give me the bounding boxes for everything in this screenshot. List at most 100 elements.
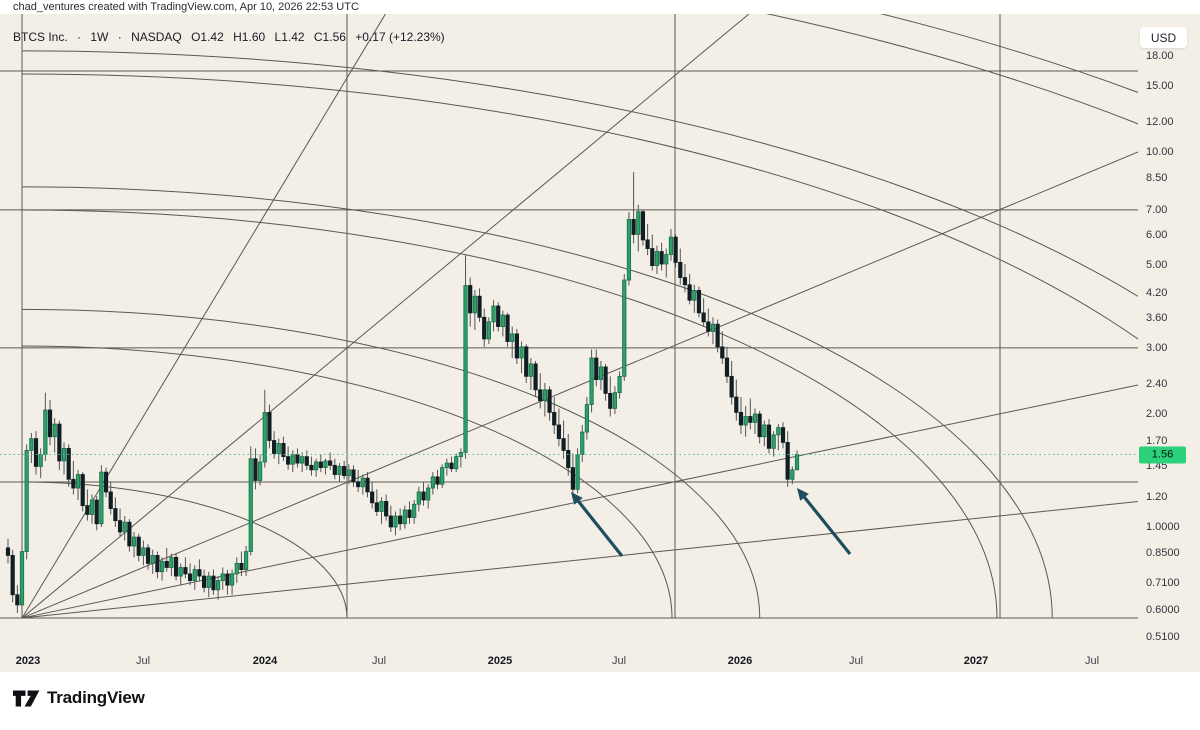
candle-up [192, 569, 197, 581]
candle-up [262, 411, 267, 463]
candle-down [748, 416, 753, 423]
candle-down [608, 392, 613, 409]
plot-area [0, 14, 1138, 619]
candle-up [486, 321, 491, 340]
candle-down [659, 251, 664, 265]
price-tick: 8.50 [1146, 172, 1168, 185]
candle-up [454, 456, 459, 470]
candle-down [552, 411, 557, 426]
candle-up [510, 333, 515, 342]
gann-arc [765, 14, 1138, 125]
arrow-annotations[interactable] [571, 488, 852, 557]
candle-down [66, 447, 71, 480]
tradingview-logo-icon [13, 690, 40, 706]
candle-up [771, 434, 776, 449]
candle-up [206, 575, 211, 588]
candle-up [636, 211, 641, 235]
candle-down [673, 236, 678, 263]
legend-high: H1.60 [233, 30, 266, 44]
candle-down [286, 456, 291, 465]
arrow-head [571, 492, 583, 505]
time-tick: Jul [611, 655, 627, 667]
candle-up [215, 580, 221, 591]
candle-up [617, 375, 622, 394]
symbol-legend[interactable]: BTCS Inc. · 1W · NASDAQ O1.42 H1.60 L1.4… [13, 30, 451, 44]
gann-fan-ray [21, 14, 386, 619]
candle-down [720, 346, 725, 359]
candle-down [145, 547, 151, 564]
candle-up [248, 458, 253, 552]
legend-interval: 1W [90, 30, 109, 44]
candle-up [463, 285, 468, 453]
time-tick: Jul [1084, 655, 1100, 667]
candle-up [178, 567, 183, 577]
candle-up [159, 560, 165, 573]
candle-down [295, 454, 300, 464]
candle-up [38, 454, 43, 467]
candle-up [612, 392, 618, 409]
currency-toggle-button[interactable]: USD [1140, 27, 1187, 48]
candle-up [52, 423, 57, 438]
candle-down [10, 555, 15, 596]
current-price-badge: 1.56 [1139, 446, 1186, 464]
candle-down [225, 573, 230, 586]
gann-square-drawing [0, 14, 1138, 619]
candle-up [300, 456, 305, 464]
time-tick: Jul [848, 655, 864, 667]
price-tick: 10.00 [1146, 145, 1174, 158]
candle-down [556, 424, 561, 440]
candle-down [94, 499, 99, 525]
candle-up [710, 323, 716, 332]
gann-arc [21, 345, 673, 619]
candle-down [547, 389, 552, 413]
candle-down [127, 521, 132, 547]
price-tick: 2.40 [1146, 378, 1168, 391]
candle-down [197, 569, 202, 577]
candle-up [141, 547, 146, 556]
candle-down [538, 389, 543, 402]
candle-down [309, 464, 314, 471]
candle-up [500, 314, 505, 327]
candle-up [416, 491, 421, 505]
candle-down [594, 357, 599, 381]
gann-fan-ray [21, 151, 1138, 619]
candle-down [117, 520, 123, 533]
legend-separator: · [117, 30, 122, 44]
candle-down [514, 333, 519, 359]
time-tick: 2027 [963, 655, 989, 667]
candle-down [365, 477, 370, 493]
candle-up [575, 454, 580, 490]
legend-open: O1.42 [191, 30, 224, 44]
candle-down [482, 316, 487, 340]
candlestick-series [5, 172, 800, 616]
candle-up [790, 469, 795, 480]
candle-down [696, 289, 702, 314]
candle-up [584, 404, 590, 433]
price-tick: 18.00 [1146, 49, 1174, 62]
candle-down [766, 424, 772, 449]
candle-up [131, 536, 137, 547]
candle-down [57, 423, 62, 462]
candle-down [374, 502, 379, 512]
candle-down [33, 438, 39, 467]
tradingview-brand[interactable]: TradingView [13, 688, 145, 708]
candle-up [692, 289, 697, 301]
candle-up [444, 462, 449, 468]
candle-up [244, 551, 249, 571]
candle-down [533, 363, 538, 391]
candle-down [267, 411, 272, 441]
gann-arc [21, 73, 1138, 340]
candle-up [743, 416, 748, 426]
candle-down [477, 295, 482, 318]
candle-down [435, 476, 440, 485]
gann-arc [879, 14, 1138, 93]
candle-up [337, 466, 342, 475]
legend-change: +0.17 (+12.23%) [355, 30, 445, 44]
candle-up [229, 573, 235, 586]
attribution-text: chad_ventures created with TradingView.c… [13, 1, 359, 13]
price-tick: 0.5100 [1146, 630, 1180, 643]
time-tick: Jul [135, 655, 151, 667]
candle-down [687, 284, 692, 301]
candle-down [164, 560, 169, 568]
